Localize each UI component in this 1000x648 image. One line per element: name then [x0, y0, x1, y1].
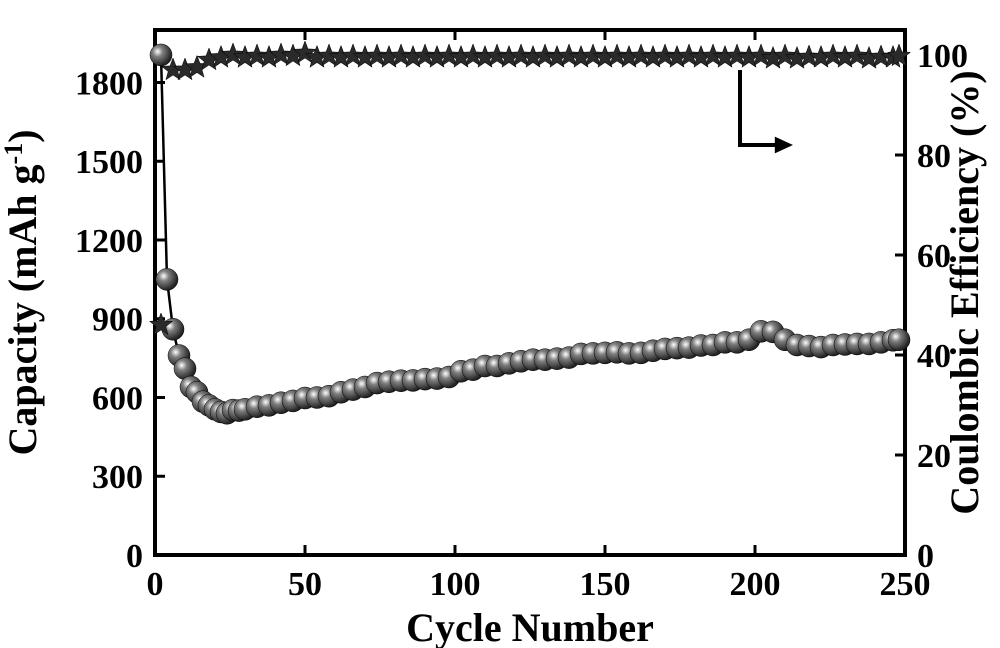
svg-text:1800: 1800: [75, 65, 143, 102]
svg-text:900: 900: [92, 302, 143, 339]
chart-container: 050100150200250Cycle Number0300600900120…: [0, 0, 1000, 648]
svg-text:100: 100: [917, 38, 968, 75]
svg-text:Cycle Number: Cycle Number: [406, 605, 654, 648]
svg-text:0: 0: [917, 538, 934, 575]
svg-text:300: 300: [92, 459, 143, 496]
svg-text:100: 100: [430, 566, 481, 603]
svg-text:0: 0: [147, 566, 164, 603]
svg-text:150: 150: [580, 566, 631, 603]
svg-text:600: 600: [92, 380, 143, 417]
chart-svg: 050100150200250Cycle Number0300600900120…: [0, 0, 1000, 648]
svg-text:50: 50: [288, 566, 322, 603]
svg-text:0: 0: [126, 538, 143, 575]
svg-text:Coulombic Efficiency (%): Coulombic Efficiency (%): [942, 70, 987, 514]
svg-text:1500: 1500: [75, 144, 143, 181]
svg-text:Capacity (mAh g-1): Capacity (mAh g-1): [0, 129, 45, 455]
svg-text:1200: 1200: [75, 223, 143, 260]
svg-text:200: 200: [730, 566, 781, 603]
